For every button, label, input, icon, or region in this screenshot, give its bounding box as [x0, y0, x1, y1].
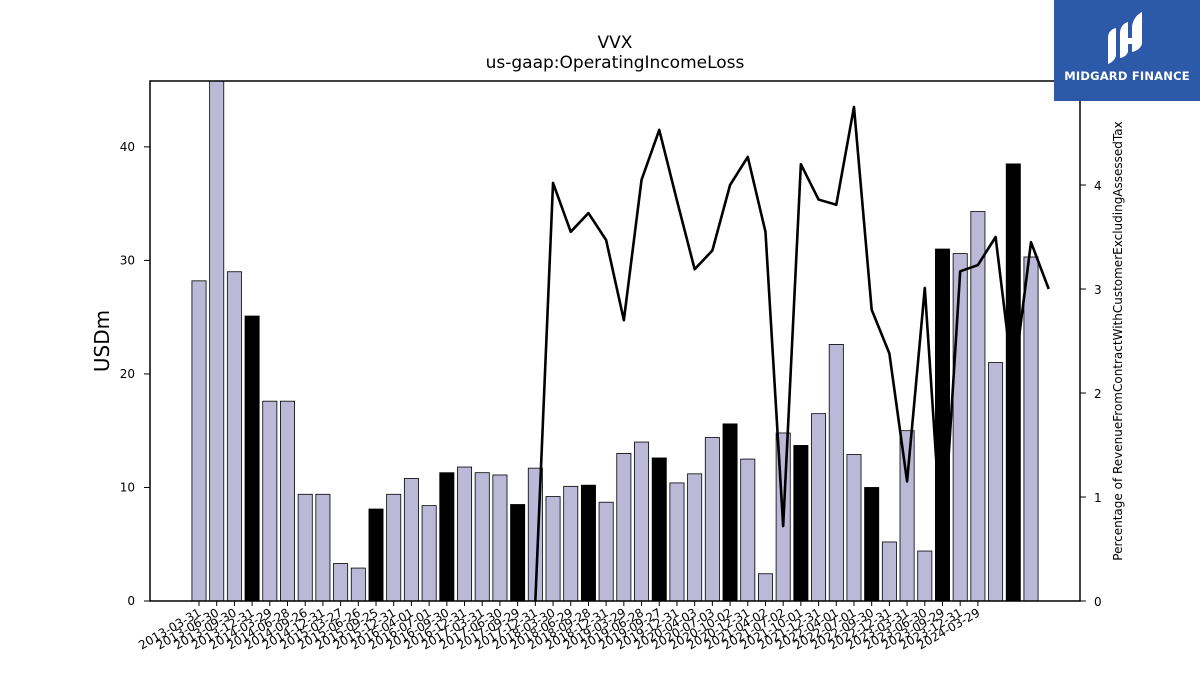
bar — [757, 573, 773, 602]
bar — [704, 437, 720, 602]
bar — [492, 474, 508, 602]
y2-tick-label: 0 — [1094, 595, 1102, 609]
bar — [616, 452, 632, 602]
bar — [386, 493, 402, 602]
bar — [988, 362, 1004, 602]
y2-axis: 0 1 2 3 4 — [1080, 179, 1102, 609]
bar — [952, 253, 968, 602]
y-axis-label: USDm — [90, 310, 114, 372]
bar — [403, 477, 419, 602]
bar — [474, 472, 490, 602]
bar — [580, 484, 596, 602]
y2-tick-label: 1 — [1094, 491, 1102, 505]
bar — [828, 344, 844, 602]
y2-tick-label: 3 — [1094, 283, 1102, 297]
bar — [368, 508, 384, 602]
y2-tick-label: 4 — [1094, 179, 1102, 193]
bar — [421, 505, 437, 602]
bar — [793, 445, 809, 602]
chart-title: VVX — [598, 33, 633, 53]
bar — [651, 457, 667, 602]
bar — [563, 485, 579, 602]
bar — [598, 501, 614, 602]
bar — [244, 315, 260, 602]
bar — [315, 493, 331, 602]
bar — [811, 413, 827, 602]
brand-name: MIDGARD FINANCE — [1064, 69, 1190, 83]
bar — [740, 458, 756, 602]
bar — [669, 482, 685, 602]
bars-group — [191, 80, 1039, 602]
series-line — [534, 105, 1050, 602]
bar — [262, 400, 278, 602]
y-tick-label: 30 — [120, 253, 135, 267]
bar — [439, 472, 455, 602]
bar — [917, 550, 933, 602]
bar — [280, 400, 295, 602]
bar — [333, 563, 349, 602]
bar — [634, 441, 650, 602]
bar — [846, 454, 862, 602]
bar — [1023, 256, 1039, 602]
y-tick-label: 10 — [120, 480, 135, 494]
y-tick-label: 40 — [120, 140, 135, 154]
bar — [510, 504, 526, 602]
bar — [864, 487, 880, 602]
bar — [457, 466, 473, 602]
line-group — [534, 105, 1050, 602]
y-axis: 0 10 20 30 40 — [120, 140, 150, 608]
x-axis: 2013-03-312013-06-302013-09-302013-12-31… — [136, 601, 982, 652]
bar — [297, 493, 313, 602]
y-tick-label: 0 — [127, 594, 135, 608]
plot-frame — [149, 80, 1081, 602]
bar — [545, 496, 561, 602]
chart-subtitle: us-gaap:OperatingIncomeLoss — [486, 53, 745, 73]
brand-logo-icon — [1108, 12, 1142, 64]
bar — [722, 423, 738, 602]
bar — [899, 430, 915, 602]
bar — [881, 541, 897, 602]
y-tick-label: 20 — [120, 367, 135, 381]
bar — [970, 211, 986, 602]
y2-axis-label: Percentage of RevenueFromContractWithCus… — [1111, 121, 1125, 560]
brand-logo: MIDGARD FINANCE — [1054, 0, 1200, 101]
y2-tick-label: 2 — [1094, 387, 1102, 401]
bar — [191, 280, 207, 602]
bar — [209, 80, 225, 602]
bar — [350, 567, 366, 602]
bar — [226, 271, 242, 602]
bar — [687, 473, 703, 602]
